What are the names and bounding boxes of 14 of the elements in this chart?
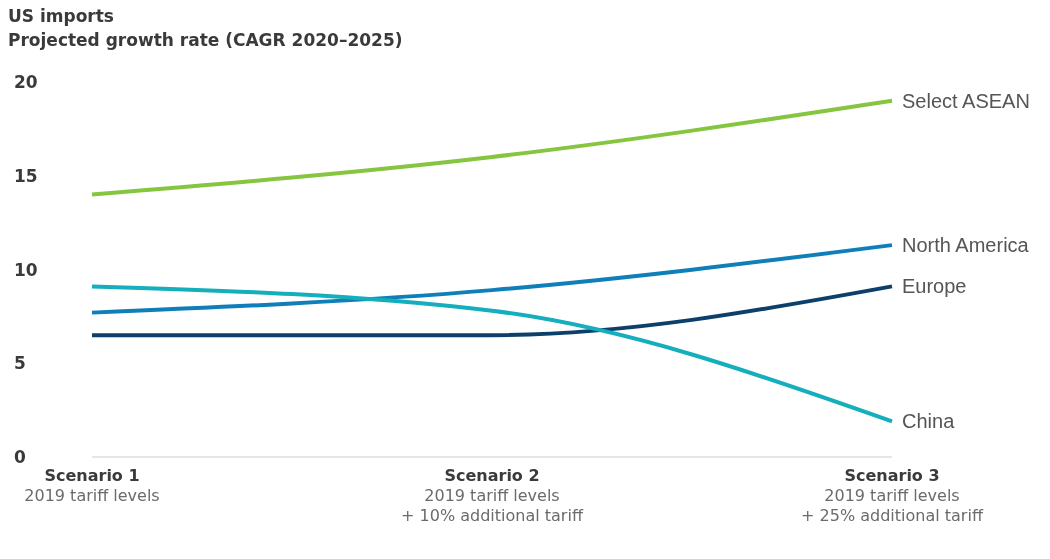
series-label: North America [902, 234, 1030, 257]
y-tick-label: 15 [14, 165, 38, 186]
y-tick-label: 10 [14, 259, 38, 280]
y-tick-label: 0 [14, 447, 26, 468]
series-label: China [902, 410, 956, 433]
series-label: Europe [902, 275, 967, 298]
chart-title: US imports [8, 5, 115, 28]
y-tick-label: 20 [14, 72, 38, 93]
chart-subtitle: Projected growth rate (CAGR 2020–2025) [8, 29, 404, 52]
y-tick-label: 5 [14, 353, 26, 374]
x-tick-label: Scenario 1 2019 tariff levels [24, 466, 160, 505]
x-tick-label: Scenario 2 2019 tariff levels + 10% additional tariff [401, 466, 584, 525]
x-tick-label: Scenario 3 2019 tariff levels + 25% additional tariff [801, 466, 984, 525]
series-label: Select ASEAN [902, 89, 1030, 112]
